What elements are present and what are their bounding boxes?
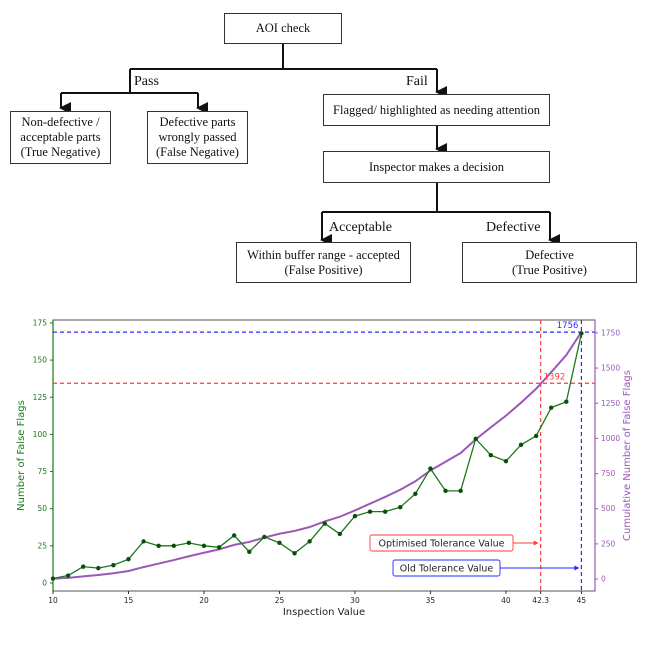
y2-axis-label: Cumulative Number of False Flags <box>622 370 633 541</box>
y2-tick-label: 1500 <box>601 364 620 373</box>
false-flags-point <box>141 539 146 544</box>
y-tick-label: 25 <box>37 541 47 550</box>
node-label: Flagged/ highlighted as needing attentio… <box>333 102 540 117</box>
pass-label: Pass <box>134 74 159 89</box>
fail-label: Fail <box>406 74 428 89</box>
false-flags-point <box>231 533 237 538</box>
old-value-label: 1756 <box>557 321 579 331</box>
optimised-tolerance-arrowhead <box>533 540 539 546</box>
x-axis-label: Inspection Value <box>283 607 365 618</box>
false-flags-point <box>367 509 373 514</box>
false-flags-point <box>111 562 116 568</box>
old-tolerance-text: Old Tolerance Value <box>400 564 494 575</box>
false-negative-node: Defective parts wrongly passed (False Ne… <box>147 111 248 164</box>
node-line: (False Positive) <box>284 262 363 277</box>
old-tolerance-arrowhead <box>574 565 580 571</box>
true-negative-node: Non-defective / acceptable parts (True N… <box>10 111 111 164</box>
node-line: Defective <box>525 247 574 262</box>
node-line: Within buffer range - accepted <box>247 247 400 262</box>
decision-node: Inspector makes a decision <box>323 151 550 183</box>
aoi-check-node: AOI check <box>224 13 342 44</box>
y-tick-label: 100 <box>33 430 48 439</box>
y-tick-label: 150 <box>33 356 48 365</box>
false-flags-point <box>156 543 161 549</box>
false-flags-point <box>579 331 584 336</box>
false-flags-point <box>65 573 71 578</box>
flagged-node: Flagged/ highlighted as needing attentio… <box>323 94 550 126</box>
false-flags-point <box>322 521 327 526</box>
x-tick-label: 10 <box>48 596 58 605</box>
x-tick-label: 45 <box>577 596 587 605</box>
flowchart-connectors <box>59 44 560 246</box>
y2-tick-label: 1000 <box>601 434 620 443</box>
y2-tick-label: 250 <box>601 539 616 548</box>
false-flags-point <box>216 545 222 550</box>
y2-tick-label: 0 <box>601 575 606 584</box>
node-line: (True Negative) <box>20 145 101 159</box>
x-tick-label: 35 <box>426 596 436 605</box>
x-tick-label: 15 <box>124 596 134 605</box>
false-flags-point <box>503 458 509 464</box>
false-flags-point <box>443 488 448 494</box>
false-flags-point <box>533 433 539 439</box>
x-tick-label: 25 <box>275 596 285 605</box>
false-flags-point <box>186 540 192 546</box>
node-line: Non-defective / <box>21 115 100 129</box>
false-flags-point <box>96 565 101 571</box>
y2-tick-label: 750 <box>601 469 616 478</box>
false-flags-point <box>337 531 343 537</box>
cumulative-series-line <box>52 331 583 580</box>
false-flags-point <box>564 399 569 404</box>
y-tick-label: 175 <box>33 318 48 327</box>
x-tick-label: 30 <box>350 596 360 605</box>
y2-tick-label: 1250 <box>601 399 620 408</box>
false-flags-point <box>126 557 131 562</box>
node-label: AOI check <box>255 21 311 35</box>
optimised-tolerance-text: Optimised Tolerance Value <box>378 539 504 550</box>
x-tick-label: 40 <box>501 596 511 605</box>
false-positive-node: Within buffer range - accepted (False Po… <box>236 242 411 283</box>
false-flags-series-line <box>52 333 583 580</box>
false-flags-point <box>262 534 267 540</box>
false-flags-point <box>488 453 494 458</box>
false-flags-point <box>473 436 478 442</box>
false-flags-point <box>413 491 418 497</box>
false-flags-point <box>352 513 358 519</box>
false-flags-point <box>382 509 388 514</box>
y2-tick-label: 500 <box>601 504 616 513</box>
y2-tick-label: 1750 <box>601 328 620 337</box>
node-line: (True Positive) <box>512 262 587 277</box>
node-line: acceptable parts <box>20 130 101 144</box>
optimised-value-label: 1392 <box>544 372 566 382</box>
node-line: wrongly passed <box>158 130 237 144</box>
false-flags-point <box>247 549 252 554</box>
x-tick-label: 20 <box>199 596 209 605</box>
false-flags-chart: 10 15 20 25 30 35 40 42.3 4502550751001251501750… <box>16 318 633 618</box>
false-flags-point <box>549 405 554 410</box>
y-tick-label: 75 <box>37 467 47 476</box>
false-flags-point <box>292 551 297 556</box>
node-line: Defective parts <box>159 115 236 129</box>
false-flags-point <box>518 442 524 448</box>
false-flags-point <box>428 466 433 471</box>
false-flags-point <box>50 576 56 581</box>
acceptable-label: Acceptable <box>329 220 392 235</box>
x-tick-label: 42.3 <box>532 596 549 605</box>
node-line: (False Negative) <box>156 145 239 159</box>
y-tick-label: 0 <box>42 578 47 587</box>
y-tick-label: 50 <box>37 504 47 513</box>
false-flags-point <box>277 540 282 546</box>
false-flags-point <box>398 505 403 510</box>
y-tick-label: 125 <box>33 393 48 402</box>
defective-label: Defective <box>486 220 541 235</box>
plot-frame <box>52 319 596 592</box>
false-flags-point <box>80 564 86 569</box>
y-axis-label: Number of False Flags <box>16 400 27 511</box>
false-flags-point <box>307 539 312 544</box>
false-flags-point <box>171 543 176 549</box>
false-flags-point <box>458 488 463 494</box>
node-label: Inspector makes a decision <box>368 159 505 174</box>
false-flags-point <box>201 543 207 549</box>
true-positive-node: Defective (True Positive) <box>462 242 637 283</box>
